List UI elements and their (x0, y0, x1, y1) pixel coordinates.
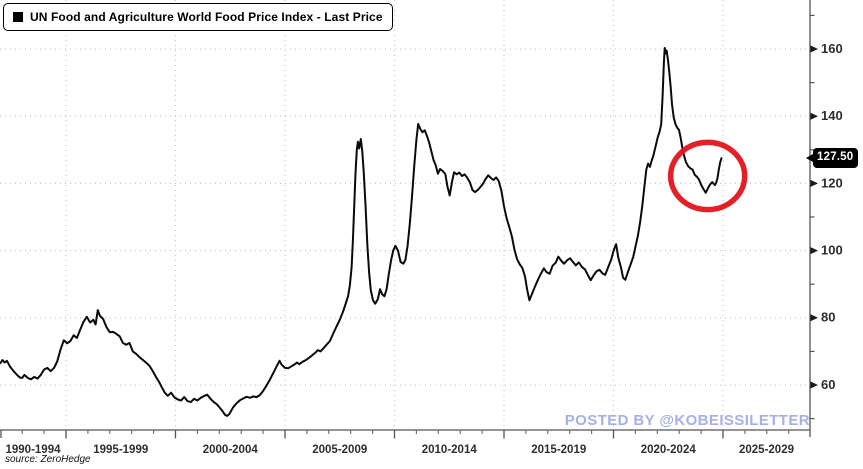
x-tick-label: 2005-2009 (312, 444, 367, 456)
watermark: POSTED BY @KOBEISSILETTER (564, 412, 810, 429)
y-tick-arrow-icon (810, 314, 818, 322)
x-tick-label: 2020-2024 (641, 444, 697, 456)
last-price-arrow-icon (806, 154, 813, 162)
y-tick-label: 100 (821, 243, 843, 258)
x-tick-label: 2010-2014 (422, 444, 478, 456)
source-note: source: ZeroHedge (5, 454, 91, 465)
legend-label: UN Food and Agriculture World Food Price… (30, 10, 383, 24)
y-tick-label: 120 (821, 175, 843, 190)
y-tick-arrow-icon (810, 247, 818, 255)
y-tick-arrow-icon (810, 179, 818, 187)
y-tick-label: 160 (821, 41, 843, 56)
x-tick-label: 1990-1994 (6, 444, 62, 456)
last-price-value: 127.50 (813, 148, 859, 168)
y-tick-label: 60 (821, 377, 835, 392)
y-tick-label: 140 (821, 108, 843, 123)
legend-box: UN Food and Agriculture World Food Price… (3, 3, 393, 31)
x-tick-label: 2015-2019 (531, 444, 586, 456)
y-tick-arrow-icon (810, 112, 818, 120)
last-price-tag: 127.50 (806, 148, 859, 168)
y-tick-arrow-icon (810, 381, 818, 389)
y-tick-arrow-icon (810, 45, 818, 53)
x-tick-label: 2025-2029 (739, 444, 794, 456)
legend-swatch-icon (13, 12, 23, 22)
price-line (0, 47, 723, 417)
highlight-circle (667, 139, 748, 213)
x-tick-label: 1995-1999 (93, 444, 148, 456)
x-tick-label: 2000-2004 (203, 444, 259, 456)
y-tick-label: 80 (821, 310, 835, 325)
